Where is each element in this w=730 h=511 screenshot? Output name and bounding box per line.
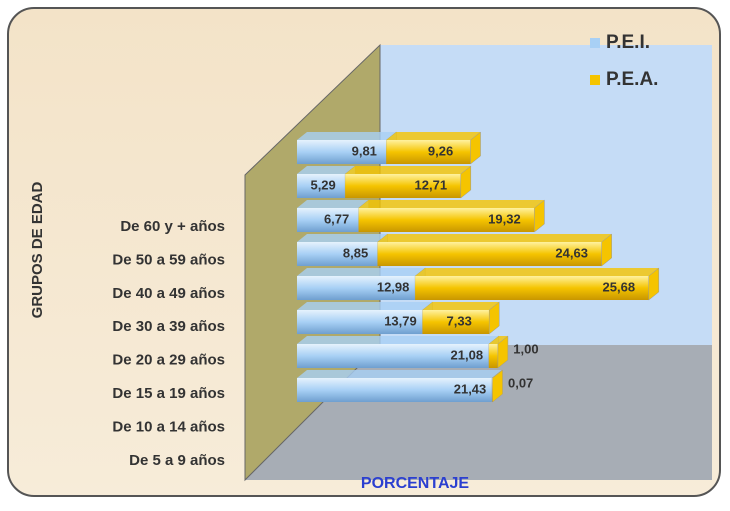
bar-part xyxy=(488,301,500,335)
bar-part xyxy=(297,234,388,242)
value-label: 12,71 xyxy=(415,177,448,192)
bar-part xyxy=(297,140,387,164)
bar-part xyxy=(377,242,602,266)
bar-part xyxy=(297,276,416,300)
bar-part xyxy=(297,200,369,208)
bar-part xyxy=(386,132,481,140)
bar-part xyxy=(492,378,493,402)
bar-part xyxy=(297,174,346,198)
bar-segment xyxy=(297,369,503,403)
bar-part xyxy=(297,208,359,232)
bar-segment xyxy=(358,199,545,233)
value-label: 9,26 xyxy=(428,143,453,158)
bar-part xyxy=(460,165,472,199)
y-axis-label: GRUPOS DE EDAD xyxy=(29,181,46,318)
value-label: 12,98 xyxy=(377,279,410,294)
bar-part xyxy=(297,370,503,378)
category-label: De 20 a 29 años xyxy=(112,352,225,369)
x-axis-label: PORCENTAJE xyxy=(361,475,469,492)
value-label: 1,00 xyxy=(513,341,538,356)
value-label: 21,08 xyxy=(451,347,484,362)
bar-part xyxy=(297,336,499,344)
bar-segment xyxy=(297,131,397,165)
value-label: 8,85 xyxy=(343,245,368,260)
bar-part xyxy=(497,335,509,369)
bar-segment xyxy=(297,165,356,199)
bar-part xyxy=(601,233,612,267)
bar-part xyxy=(358,208,535,232)
bar-part xyxy=(297,242,378,266)
bar-part xyxy=(534,199,545,233)
bar-part xyxy=(297,344,489,368)
value-label: 21,43 xyxy=(454,381,487,396)
bar-part xyxy=(377,234,612,242)
bar-part xyxy=(297,302,433,310)
category-label: De 60 y + años xyxy=(120,218,225,235)
bar-part xyxy=(345,174,461,198)
bar-part xyxy=(422,302,500,310)
bar-segment xyxy=(297,335,500,369)
value-label: 25,68 xyxy=(603,279,636,294)
category-label: De 15 a 19 años xyxy=(112,385,225,402)
bar-part xyxy=(648,267,660,301)
bar-part xyxy=(470,131,481,165)
bar-part xyxy=(345,166,471,174)
category-label: De 10 a 14 años xyxy=(112,418,225,435)
category-label: De 50 a 59 años xyxy=(112,251,225,268)
bar-segment xyxy=(492,369,503,403)
bar-part xyxy=(297,166,356,174)
bar-segment xyxy=(422,301,500,335)
bar-part xyxy=(297,378,493,402)
bar-segment xyxy=(488,335,509,369)
legend-label: P.E.A. xyxy=(606,69,658,90)
category-label: De 5 a 9 años xyxy=(129,452,225,469)
category-label: De 40 a 49 años xyxy=(112,285,225,302)
bar-part xyxy=(415,276,649,300)
bar-segment xyxy=(415,267,660,301)
legend-swatch xyxy=(590,75,600,85)
bar-part xyxy=(488,344,498,368)
value-label: 0,07 xyxy=(508,375,533,390)
bar-part xyxy=(492,369,503,403)
bar-part xyxy=(415,268,659,276)
value-label: 13,79 xyxy=(384,313,417,328)
bar-part xyxy=(297,268,426,276)
value-label: 9,81 xyxy=(352,143,377,158)
bar-part xyxy=(297,310,423,334)
value-label: 24,63 xyxy=(555,245,588,260)
bar-part xyxy=(358,200,545,208)
bar-part xyxy=(422,310,490,334)
value-label: 5,29 xyxy=(310,177,335,192)
legend-label: P.E.I. xyxy=(606,32,650,53)
bar-part xyxy=(297,132,397,140)
bar-part xyxy=(488,336,508,344)
bar-segment xyxy=(345,165,472,199)
bar-segment xyxy=(377,233,612,267)
category-label: De 30 a 39 años xyxy=(112,318,225,335)
bar-segment xyxy=(386,131,481,165)
legend-swatch xyxy=(590,38,600,48)
value-label: 19,32 xyxy=(488,211,521,226)
bar-part xyxy=(386,140,471,164)
value-label: 6,77 xyxy=(324,211,349,226)
value-label: 7,33 xyxy=(447,313,472,328)
